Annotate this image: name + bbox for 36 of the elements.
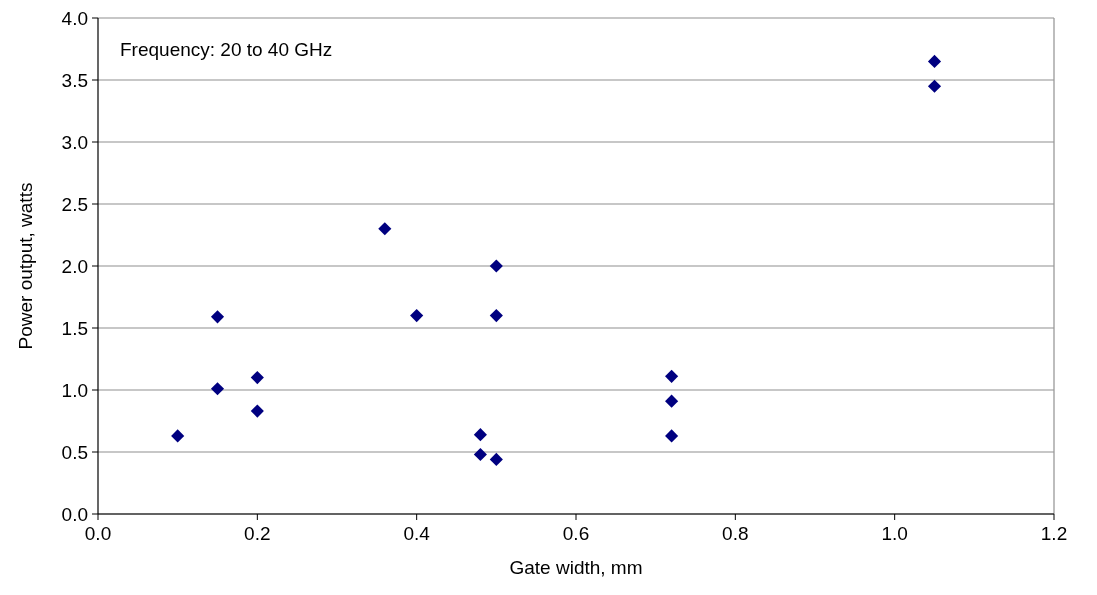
point bbox=[171, 429, 185, 443]
point bbox=[210, 310, 225, 324]
point bbox=[665, 369, 679, 383]
x-tick-label: 0.8 bbox=[722, 523, 749, 544]
y-axis-title: Power output, watts bbox=[15, 182, 36, 350]
y-tick-label: 1.0 bbox=[61, 379, 88, 401]
point bbox=[665, 394, 679, 408]
y-tick-label: 2.5 bbox=[61, 193, 88, 215]
point bbox=[489, 309, 503, 323]
point bbox=[210, 382, 225, 396]
point bbox=[665, 429, 679, 443]
x-axis-title: Gate width, mm bbox=[509, 557, 643, 578]
point bbox=[473, 447, 487, 462]
x-tick-label: 0.2 bbox=[244, 523, 271, 544]
point bbox=[489, 259, 503, 273]
point bbox=[927, 79, 942, 93]
point bbox=[378, 222, 392, 236]
y-tick-label: 1.5 bbox=[61, 317, 88, 339]
y-tick-label: 3.0 bbox=[61, 131, 88, 153]
y-tick-label: 4.0 bbox=[61, 7, 88, 29]
x-tick-label: 0.4 bbox=[403, 523, 431, 544]
point bbox=[927, 54, 942, 68]
y-tick-label: 2.0 bbox=[61, 255, 88, 277]
x-tick-label: 1.0 bbox=[881, 523, 908, 544]
y-tick-label: 3.5 bbox=[61, 69, 88, 91]
y-tick-label: 0.5 bbox=[61, 441, 88, 463]
point bbox=[250, 404, 264, 418]
point bbox=[489, 452, 503, 467]
x-tick-label: 0.6 bbox=[562, 523, 590, 544]
annotation: Frequency: 20 to 40 GHz bbox=[120, 39, 333, 60]
point bbox=[473, 428, 487, 442]
x-tick-label: 1.2 bbox=[1040, 523, 1068, 544]
x-tick-label: 0.0 bbox=[84, 523, 112, 544]
point bbox=[410, 309, 424, 323]
point bbox=[250, 371, 264, 385]
y-tick-label: 0.0 bbox=[61, 503, 88, 525]
